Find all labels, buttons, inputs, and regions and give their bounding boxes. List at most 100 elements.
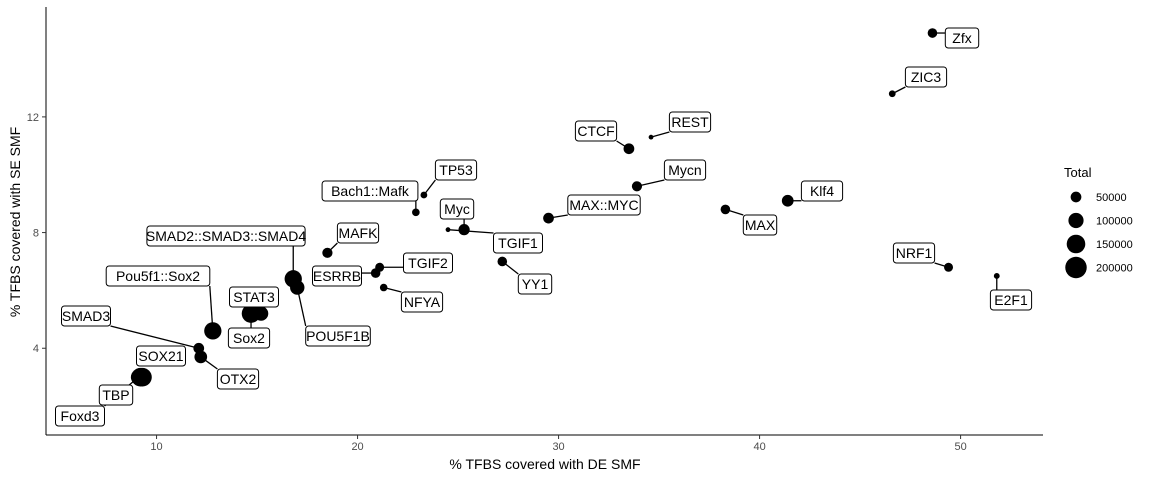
point-label: Zfx bbox=[944, 27, 980, 49]
point-label: NRF1 bbox=[892, 242, 936, 264]
point-label-text: NFYA bbox=[404, 294, 441, 310]
x-tick-label: 40 bbox=[753, 441, 765, 453]
data-point bbox=[412, 208, 420, 217]
point-label-box bbox=[904, 66, 948, 88]
point-label: TP53 bbox=[434, 159, 478, 181]
point-label: POU5F1B bbox=[305, 325, 371, 347]
point-label-text: CTCF bbox=[577, 123, 614, 139]
legend-key bbox=[1068, 212, 1084, 229]
point-label-text: ESRRB bbox=[313, 268, 361, 284]
point-label: CTCF bbox=[574, 120, 618, 142]
data-point bbox=[445, 227, 451, 233]
point-label-box bbox=[944, 27, 980, 49]
point-label-box bbox=[216, 368, 260, 390]
point-label: ESRRB bbox=[312, 265, 362, 287]
data-point bbox=[420, 191, 428, 199]
point-label-text: REST bbox=[671, 114, 709, 130]
point-label-box bbox=[229, 286, 279, 308]
point-label-box bbox=[567, 194, 641, 216]
leader-line bbox=[110, 325, 199, 349]
point-label-text: NRF1 bbox=[896, 245, 933, 261]
point-label-box bbox=[663, 159, 707, 181]
point-label-box bbox=[61, 305, 111, 327]
data-point bbox=[458, 224, 470, 236]
point-label: Bach1::Mafk bbox=[321, 180, 419, 202]
legend-label: 50000 bbox=[1096, 192, 1127, 204]
point-label-box bbox=[668, 111, 712, 133]
point-label-text: SOX21 bbox=[138, 348, 183, 364]
data-point bbox=[888, 90, 896, 98]
point-label-box bbox=[517, 273, 553, 295]
point-label-text: E2F1 bbox=[994, 292, 1028, 308]
point-label-box bbox=[493, 232, 543, 254]
point-label-text: Zfx bbox=[952, 30, 971, 46]
data-point bbox=[623, 143, 635, 155]
point-label: TBP bbox=[98, 384, 134, 406]
point-label: MAX::MYC bbox=[567, 194, 641, 216]
x-tick-label: 20 bbox=[351, 441, 363, 453]
data-point bbox=[194, 350, 208, 364]
data-point bbox=[204, 322, 222, 340]
point-label-text: TP53 bbox=[439, 162, 473, 178]
legend-key bbox=[1070, 191, 1082, 203]
y-tick-label: 12 bbox=[27, 112, 39, 124]
point-label-text: Klf4 bbox=[810, 183, 834, 199]
data-point bbox=[370, 268, 381, 278]
x-axis-title: % TFBS covered with DE SMF bbox=[449, 456, 640, 472]
point-label-box bbox=[312, 265, 362, 287]
point-label-box bbox=[892, 242, 936, 264]
point-label-box bbox=[574, 120, 618, 142]
point-label-text: Pou5f1::Sox2 bbox=[116, 268, 200, 284]
point-label-text: Foxd3 bbox=[61, 408, 100, 424]
legend: Total 50000 100000 150000 200000 bbox=[1064, 165, 1133, 279]
legend-label: 100000 bbox=[1096, 216, 1133, 228]
point-label: YY1 bbox=[517, 273, 553, 295]
legend-label: 200000 bbox=[1096, 263, 1133, 275]
data-point bbox=[322, 247, 333, 258]
x-axis-ticks: 10 20 30 40 50 bbox=[150, 435, 967, 453]
point-label-text: Myc bbox=[444, 201, 470, 217]
data-point bbox=[944, 262, 954, 272]
leader-line bbox=[650, 131, 670, 138]
legend-key bbox=[1065, 256, 1087, 279]
point-label: REST bbox=[668, 111, 712, 133]
point-label: ZIC3 bbox=[904, 66, 948, 88]
point-label-text: TGIF2 bbox=[408, 255, 448, 271]
point-label-text: MAX::MYC bbox=[569, 197, 638, 213]
point-label-box bbox=[55, 405, 105, 427]
data-point bbox=[497, 256, 508, 267]
point-label-text: TGIF1 bbox=[498, 235, 538, 251]
y-axis-ticks: 4 8 12 bbox=[27, 112, 46, 355]
leader-line bbox=[447, 229, 494, 234]
point-label-box bbox=[136, 345, 186, 367]
point-label-box bbox=[321, 180, 419, 202]
point-label: Myc bbox=[439, 198, 475, 220]
point-label: TGIF1 bbox=[493, 232, 543, 254]
legend-label: 150000 bbox=[1096, 239, 1133, 251]
data-point bbox=[241, 304, 261, 323]
y-tick-label: 4 bbox=[33, 343, 39, 355]
point-label-box bbox=[400, 291, 444, 313]
data-point bbox=[290, 280, 305, 295]
point-label-text: MAFK bbox=[339, 225, 379, 241]
data-point bbox=[927, 28, 938, 38]
legend-key bbox=[1066, 234, 1086, 254]
point-label-box bbox=[434, 159, 478, 181]
point-label-box bbox=[439, 198, 475, 220]
point-label-text: ZIC3 bbox=[911, 69, 942, 85]
point-label-box bbox=[800, 180, 844, 202]
point-label-box bbox=[742, 214, 778, 236]
point-label-text: YY1 bbox=[522, 276, 549, 292]
data-point bbox=[648, 134, 654, 140]
point-label-box bbox=[403, 252, 453, 274]
point-label: Sox2 bbox=[227, 327, 271, 349]
point-label-box bbox=[227, 327, 271, 349]
data-point bbox=[543, 212, 554, 224]
point-label-text: TBP bbox=[102, 387, 129, 403]
point-label-text: POU5F1B bbox=[306, 328, 370, 344]
point-label-box bbox=[336, 222, 380, 244]
data-point bbox=[631, 181, 643, 192]
y-axis-title: % TFBS covered with SE SMF bbox=[7, 127, 23, 317]
